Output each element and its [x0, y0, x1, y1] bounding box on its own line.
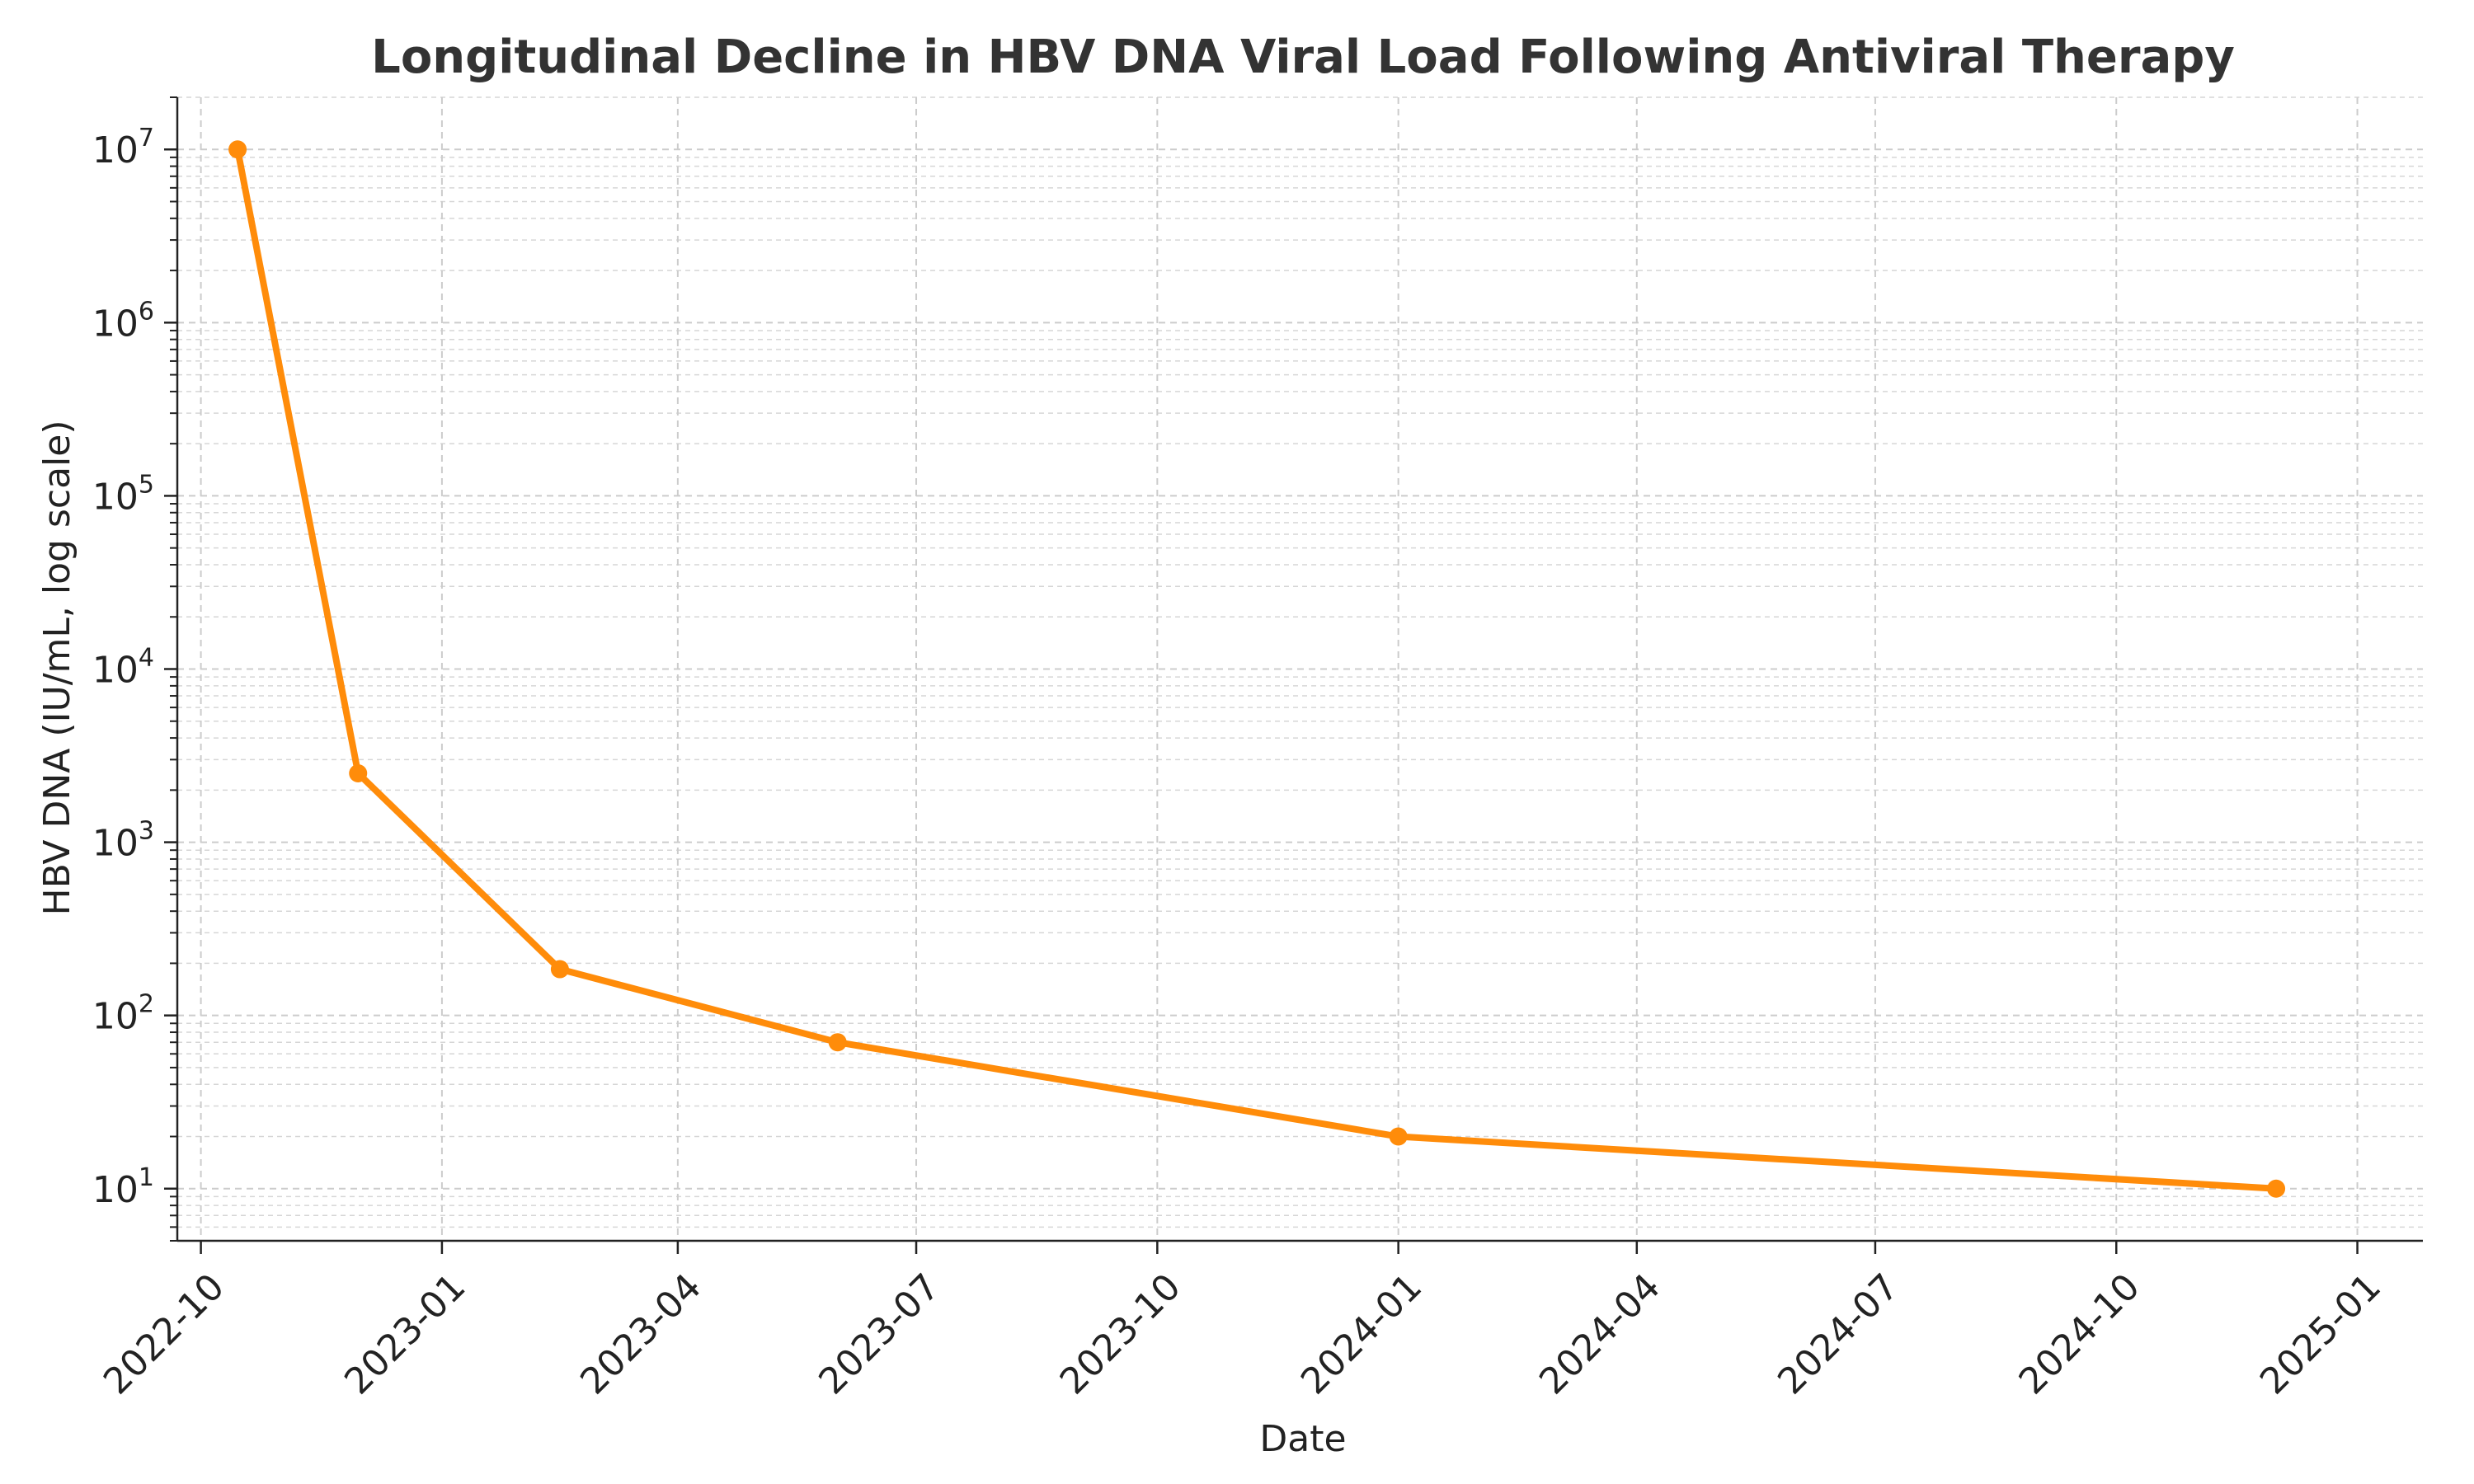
y-tick-label: 103	[92, 817, 154, 865]
y-axis-label: HBV DNA (IU/mL, log scale)	[36, 420, 78, 915]
x-tick-label: 2023-10	[1052, 1266, 1189, 1402]
chart-title: Longitudinal Decline in HBV DNA Viral Lo…	[371, 31, 2235, 84]
data-point	[828, 1033, 847, 1052]
data-point	[228, 140, 247, 159]
grid	[177, 96, 2423, 1242]
y-tick-label: 106	[92, 297, 154, 345]
x-tick-label: 2023-01	[336, 1266, 473, 1402]
data-point	[2267, 1179, 2286, 1198]
y-tick-label: 105	[92, 470, 154, 518]
x-tick-label: 2025-01	[2252, 1266, 2389, 1402]
x-tick-label: 2024-10	[2011, 1266, 2148, 1402]
y-tick-label: 102	[92, 990, 154, 1038]
data-point	[550, 960, 569, 979]
x-tick-label: 2024-04	[1531, 1266, 1668, 1402]
y-tick-label: 101	[92, 1163, 154, 1211]
data-point	[1389, 1127, 1408, 1146]
x-tick-label: 2023-04	[572, 1266, 709, 1402]
x-tick-label: 2023-07	[811, 1266, 948, 1402]
ticks: 101 102 103 104 105 106 107 2022-10 2023-01 2023-…	[92, 96, 2389, 1402]
x-tick-label: 2022-10	[96, 1266, 233, 1402]
x-tick-label: 2024-01	[1293, 1266, 1430, 1402]
x-axis-label: Date	[1259, 1418, 1346, 1460]
y-tick-label: 107	[92, 124, 154, 171]
series	[228, 140, 2286, 1198]
data-point	[349, 763, 368, 782]
series-line	[234, 146, 2280, 1192]
x-tick-label: 2024-07	[1770, 1266, 1907, 1402]
y-tick-label: 104	[92, 644, 154, 692]
